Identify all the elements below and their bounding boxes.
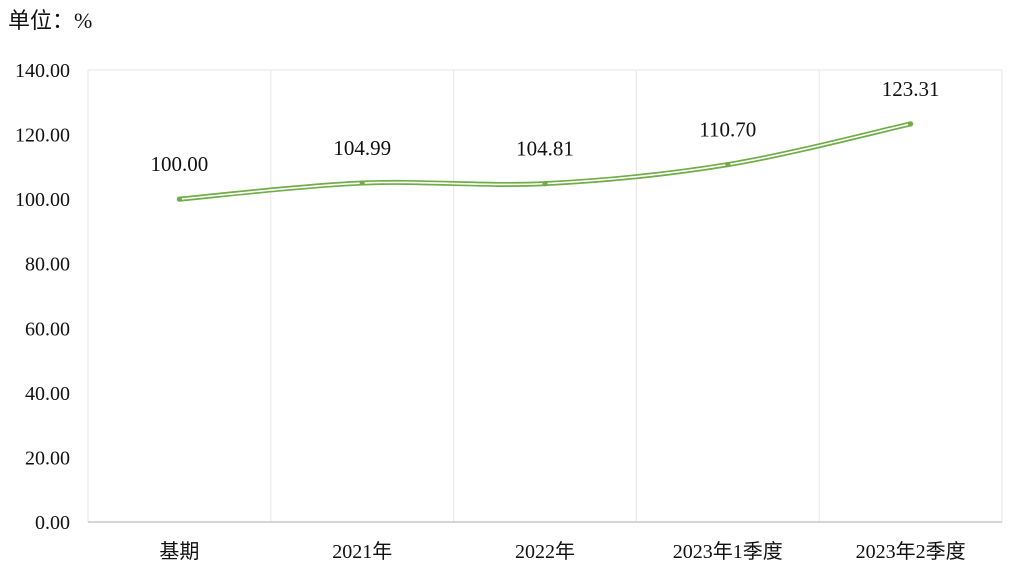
data-point	[908, 121, 914, 127]
data-label: 104.99	[333, 136, 391, 160]
y-tick-label: 140.00	[15, 60, 70, 82]
x-tick-label: 2023年2季度	[856, 540, 966, 563]
x-tick-label: 2022年	[515, 540, 575, 563]
x-tick-label: 2023年1季度	[673, 540, 783, 563]
data-label: 104.81	[516, 137, 574, 161]
data-point	[542, 181, 548, 187]
y-tick-label: 20.00	[25, 447, 70, 469]
data-point	[176, 196, 182, 202]
data-label: 100.00	[151, 152, 209, 176]
y-tick-label: 120.00	[15, 125, 70, 147]
data-point	[359, 180, 365, 186]
x-tick-label: 基期	[159, 540, 199, 563]
y-tick-label: 80.00	[25, 254, 70, 276]
x-axis-ticks: 基期 2021年 2022年 2023年1季度 2023年2季度	[159, 540, 965, 563]
data-point	[725, 161, 731, 168]
data-label: 123.31	[882, 77, 940, 101]
y-axis-ticks: 0.00 20.00 40.00 60.00 80.00 100.00 120.00 140.…	[15, 60, 70, 534]
x-tick-label: 2021年	[332, 540, 392, 563]
y-tick-label: 40.00	[25, 383, 70, 405]
y-tick-label: 0.00	[35, 512, 70, 534]
y-tick-label: 60.00	[25, 318, 70, 340]
series-group	[176, 121, 914, 202]
unit-label: 单位：%	[8, 8, 92, 33]
series-line-highlight	[178, 123, 912, 200]
y-tick-label: 100.00	[15, 189, 70, 211]
data-labels: 100.00 104.99 104.81 110.70 123.31	[151, 77, 940, 176]
data-label: 110.70	[699, 118, 756, 142]
